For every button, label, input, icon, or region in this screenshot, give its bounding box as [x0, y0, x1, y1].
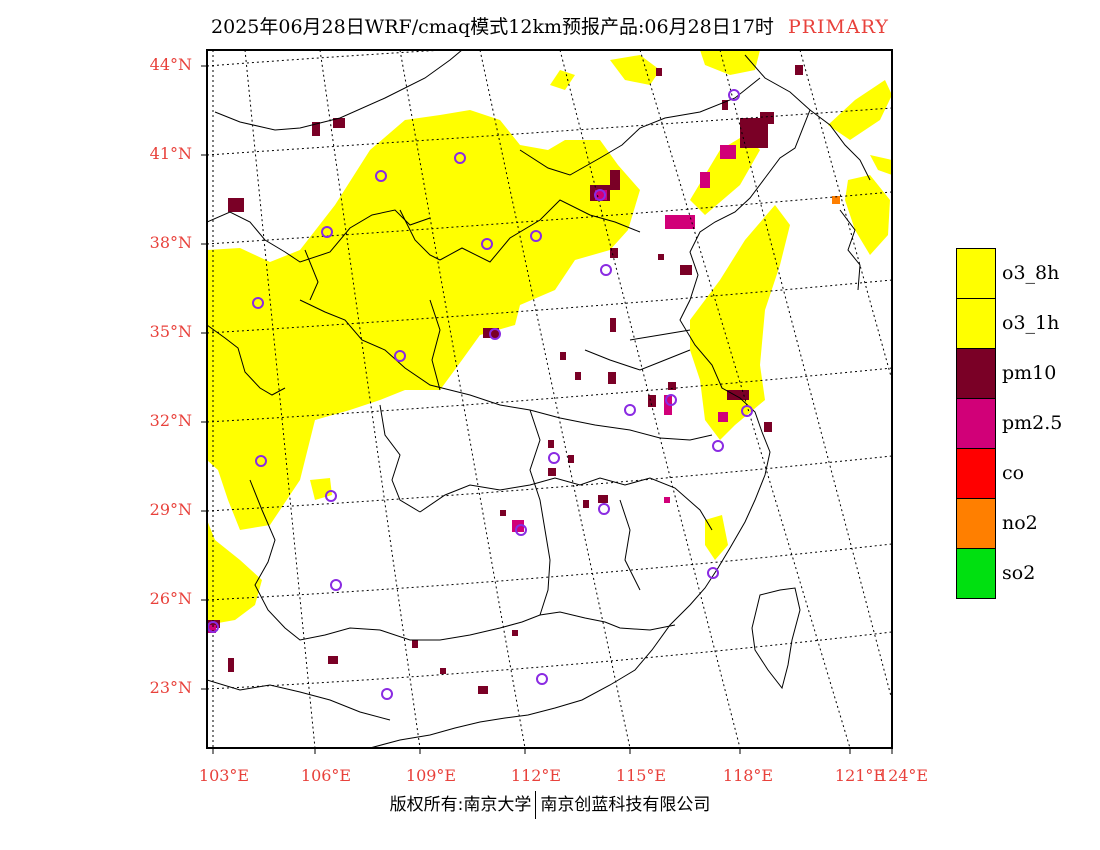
lat-label-26: 26°N	[149, 589, 192, 608]
station-markers	[207, 89, 753, 700]
footer-company: 南京创蓝科技有限公司	[540, 795, 711, 815]
legend-swatch	[956, 298, 996, 349]
legend-label: co	[1002, 462, 1025, 484]
legend-label: so2	[1002, 562, 1036, 584]
lat-label-38: 38°N	[149, 233, 192, 252]
legend-swatch	[956, 448, 996, 499]
legend-label: o3_8h	[1002, 262, 1060, 284]
o3-regions	[207, 50, 892, 625]
legend-label: pm10	[1002, 362, 1057, 384]
footer-copyright: 版权所有:南京大学	[389, 795, 532, 815]
legend-label: o3_1h	[1002, 312, 1060, 334]
legend-swatch	[956, 548, 996, 599]
legend-swatch	[956, 348, 996, 399]
lon-label-115: 115°E	[615, 766, 667, 785]
lon-label-106: 106°E	[300, 766, 352, 785]
lon-label-121: 121°E	[834, 766, 886, 785]
lon-label-103: 103°E	[198, 766, 250, 785]
lon-label-109: 109°E	[405, 766, 457, 785]
lat-label-29: 29°N	[149, 500, 192, 519]
axis-ticks	[201, 65, 893, 754]
map-title: 2025年06月28日WRF/cmaq模式12km预报产品:06月28日17时 P…	[0, 12, 1100, 39]
title-tag: PRIMARY	[787, 16, 889, 38]
lat-label-35: 35°N	[149, 322, 192, 341]
lat-label-32: 32°N	[149, 411, 192, 430]
footer-divider	[535, 791, 537, 819]
legend-label: pm2.5	[1002, 412, 1063, 434]
lon-label-112: 112°E	[510, 766, 562, 785]
lon-label-118: 118°E	[722, 766, 774, 785]
legend-swatch	[956, 248, 996, 299]
legend-swatch	[956, 398, 996, 449]
title-main: 2025年06月28日WRF/cmaq模式12km预报产品:06月28日17时	[211, 16, 774, 38]
lat-label-23: 23°N	[149, 678, 192, 697]
lat-label-41: 41°N	[149, 144, 192, 163]
legend-swatch	[956, 498, 996, 549]
map-frame	[206, 49, 893, 749]
no2-pixels	[832, 196, 840, 204]
boundary-lines	[207, 50, 871, 748]
lon-label-124: 124°E	[877, 766, 929, 785]
lat-label-44: 44°N	[149, 55, 192, 74]
copyright-footer: 版权所有:南京大学 南京创蓝科技有限公司	[0, 790, 1100, 819]
legend-label: no2	[1002, 512, 1038, 534]
